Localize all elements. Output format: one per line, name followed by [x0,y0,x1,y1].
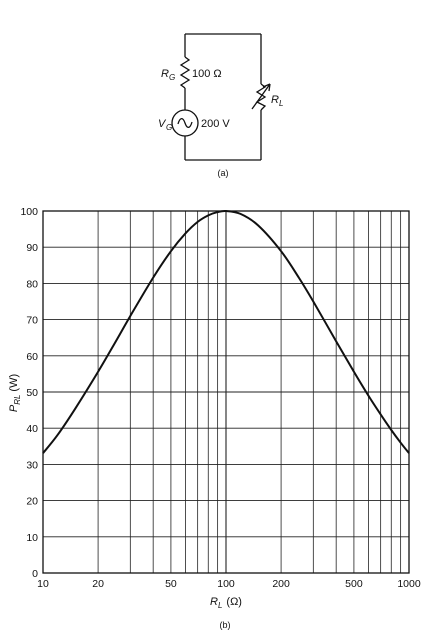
x-tick-label: 200 [272,578,290,590]
rg-value: 100 Ω [192,68,222,80]
caption-b: (b) [220,620,231,630]
y-axis-label-sub: RL [13,395,22,405]
vg-subscript: G [166,123,172,132]
grid-major [43,211,409,573]
y-tick-label: 60 [26,351,38,363]
x-tick-label: 20 [92,578,104,590]
circuit-diagram [171,33,271,161]
variable-arrow-icon [251,83,271,110]
circuit-labels: R G 100 Ω V G 200 V R L (a) [158,68,283,178]
y-axis-label-unit: (W) [8,374,20,392]
y-tick-label: 10 [26,532,38,544]
y-tick-label: 50 [26,387,38,399]
rg-label: R [161,68,169,80]
y-tick-label: 70 [26,315,38,327]
caption-a: (a) [218,168,229,178]
x-tick-label: 1000 [397,578,421,590]
x-axis-label-main: R [210,596,218,608]
y-tick-label: 0 [32,568,38,580]
x-tick-label: 500 [345,578,363,590]
y-tick-label: 30 [26,459,38,471]
y-tick-label: 80 [26,278,38,290]
y-tick-label: 100 [20,206,38,218]
rg-resistor-symbol [179,56,191,89]
x-axis-label-unit: (Ω) [226,596,242,608]
vg-value: 200 V [201,118,230,130]
x-tick-label: 10 [37,578,49,590]
y-axis-label-main: P [8,404,20,412]
power-curve [42,209,410,454]
x-axis-label: RL (Ω) [210,596,242,610]
x-tick-labels: 10 20 50 100 200 500 1000 [37,578,421,590]
y-tick-label: 40 [26,423,38,435]
power-chart: 10 20 50 100 200 500 1000 01020304050607080901… [8,206,421,630]
rl-label: R [271,94,279,106]
rg-subscript: G [169,73,175,82]
vg-label: V [158,118,167,130]
y-tick-label: 20 [26,496,38,508]
ac-sine-symbol [177,117,193,129]
x-axis-label-sub: L [218,601,222,610]
ac-source-symbol [171,109,199,137]
x-tick-label: 50 [165,578,177,590]
variable-arrowhead-icon [262,83,271,92]
y-axis-label: PRL (W) [8,374,22,412]
x-tick-label: 100 [217,578,235,590]
rl-subscript: L [279,99,283,108]
y-tick-labels: 0 10 20 30 40 50 60 70 80 90 100 [20,206,38,580]
rl-resistor-symbol [255,83,267,111]
y-tick-label: 90 [26,242,38,254]
